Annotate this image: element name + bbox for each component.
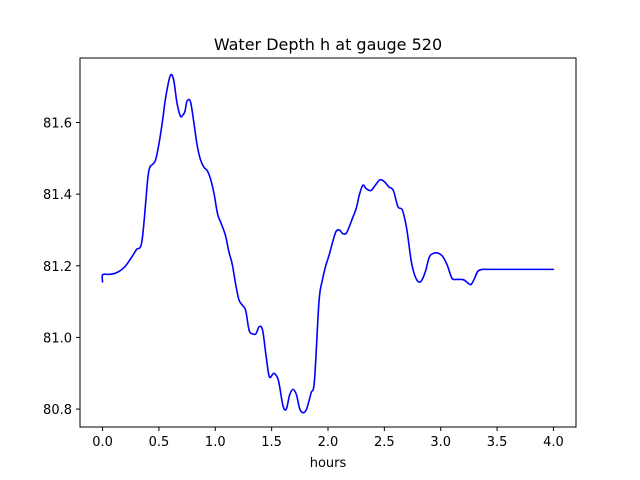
series-layer [101,73,555,414]
tick-layer: 0.0 0.5 1.0 1.5 2.0 2.5 3.0 3.5 4.0 80.8 81.0 81.2 8… [43,116,564,450]
y-tick-label: 80.8 [43,403,72,418]
y-tick-label: 81.6 [43,116,72,131]
y-tick-label: 81.0 [43,331,72,346]
x-tick-label: 1.0 [205,435,226,450]
plot-area: 0.0 0.5 1.0 1.5 2.0 2.5 3.0 3.5 4.0 80.8 81.0 81.2 8… [43,57,577,450]
x-tick-label: 1.5 [261,435,282,450]
series-line [101,73,555,414]
y-tick-label: 81.4 [43,188,72,203]
x-tick-label: 4.0 [543,435,564,450]
y-tick-label: 81.2 [43,260,72,275]
axes-frame [79,57,577,428]
chart-title: Water Depth h at gauge 520 [214,35,442,54]
x-axis-title: hours [310,456,347,471]
x-tick-label: 0.0 [92,435,113,450]
x-tick-label: 2.5 [374,435,395,450]
x-tick-label: 3.0 [430,435,451,450]
x-tick-label: 3.5 [487,435,508,450]
x-tick-label: 0.5 [149,435,170,450]
x-tick-label: 2.0 [318,435,339,450]
